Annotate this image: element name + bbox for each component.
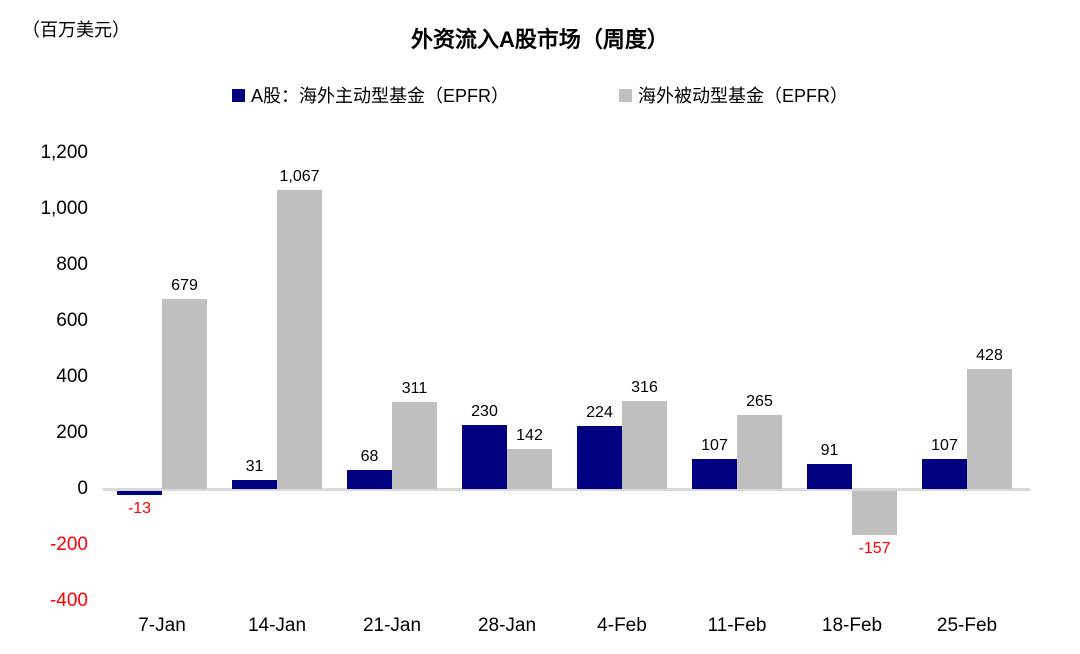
legend-swatch-passive-icon xyxy=(619,88,632,102)
bar-value-label: 107 xyxy=(701,437,728,455)
bar-value-label: -157 xyxy=(858,539,891,557)
y-tick-label: 200 xyxy=(56,422,88,443)
legend-swatch-active-icon xyxy=(231,88,245,102)
bar xyxy=(807,463,852,489)
x-category-label: 28-Jan xyxy=(477,615,537,636)
bar xyxy=(232,480,277,489)
y-tick-label: 0 xyxy=(77,478,88,499)
bar xyxy=(347,469,392,489)
bar xyxy=(117,491,162,495)
bar-value-label: 428 xyxy=(976,347,1003,365)
bar-value-label: 265 xyxy=(746,392,773,410)
chart-title: 外资流入A股市场（周度） xyxy=(411,27,669,52)
bar xyxy=(507,449,552,489)
bar-value-label: 679 xyxy=(171,276,198,294)
x-category-label: 4-Feb xyxy=(597,615,647,636)
y-tick-label: -200 xyxy=(49,534,88,555)
legend-label-active: A股：海外主动型基金（EPFR） xyxy=(250,86,509,106)
bar xyxy=(462,424,507,489)
y-tick-label: -400 xyxy=(49,590,88,611)
x-category-label: 25-Feb xyxy=(936,615,998,636)
bar-value-label: 230 xyxy=(471,402,498,420)
bar-value-label: 68 xyxy=(360,447,379,465)
legend-label-passive: 海外被动型基金（EPFR） xyxy=(638,86,849,106)
legend-item-passive: 海外被动型基金（EPFR） xyxy=(619,82,848,108)
x-category-label: 18-Feb xyxy=(821,615,883,636)
bar xyxy=(692,459,737,489)
bar-value-label: 91 xyxy=(820,441,839,459)
bar-value-label: 224 xyxy=(586,404,613,422)
bar-value-label: 316 xyxy=(631,378,658,396)
y-tick-label: 1,200 xyxy=(40,142,88,163)
legend: A股：海外主动型基金（EPFR） 海外被动型基金（EPFR） xyxy=(0,82,1080,108)
bar xyxy=(737,414,782,489)
x-category-label: 14-Jan xyxy=(247,615,307,636)
legend-item-active: A股：海外主动型基金（EPFR） xyxy=(231,82,509,108)
bar-value-label: 142 xyxy=(516,427,543,445)
bar xyxy=(922,459,967,489)
y-tick-label: 400 xyxy=(56,366,88,387)
x-category-label: 21-Jan xyxy=(362,615,422,636)
bar-value-label: 107 xyxy=(931,437,958,455)
bar-value-label: -13 xyxy=(127,499,152,517)
bar-value-label: 1,067 xyxy=(279,168,320,186)
bar xyxy=(577,426,622,489)
bar xyxy=(622,400,667,489)
bar xyxy=(162,298,207,489)
y-axis-unit-label: （百万美元） xyxy=(22,20,130,40)
bar xyxy=(392,401,437,489)
bar xyxy=(852,491,897,535)
bar-value-label: 31 xyxy=(245,458,264,476)
x-category-label: 11-Feb xyxy=(707,615,767,636)
bar-value-label: 311 xyxy=(401,379,428,397)
zero-axis-line xyxy=(103,488,1030,491)
y-tick-label: 800 xyxy=(56,254,88,275)
plot-area: -13 679 31 1,067 68 311 230 142 224 316 107 265 91 -1… xyxy=(103,153,1030,601)
bar xyxy=(967,369,1012,489)
x-category-label: 7-Jan xyxy=(138,615,186,636)
y-tick-label: 1,000 xyxy=(40,198,88,219)
y-tick-label: 600 xyxy=(56,310,88,331)
bar xyxy=(277,190,322,489)
